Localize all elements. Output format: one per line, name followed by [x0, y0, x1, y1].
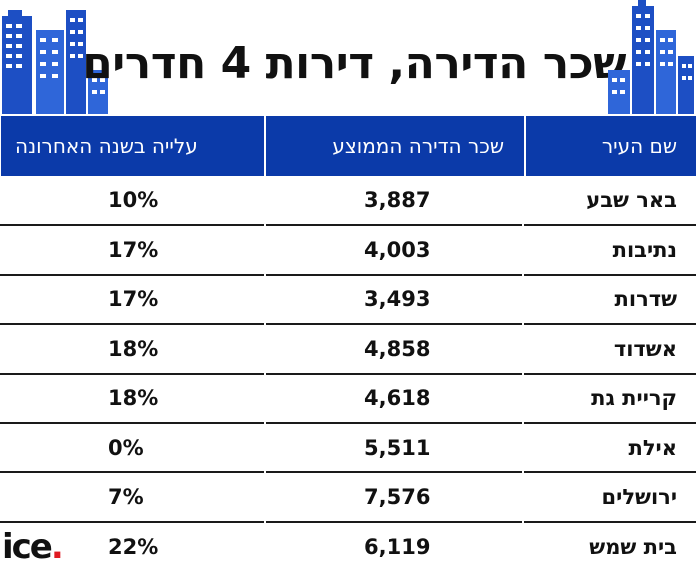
rise-cell: 17%: [0, 274, 265, 326]
table-row: אילת 5,511 0%: [0, 422, 696, 474]
rise-cell: 7%: [0, 472, 265, 523]
table-row: שדרות 3,493 17%: [0, 274, 696, 326]
city-cell: אשדוד: [524, 324, 696, 375]
city-cell: קריית גת: [524, 373, 696, 424]
table-row: אשדוד 4,858 18%: [0, 324, 696, 375]
table-row: קריית גת 4,618 18%: [0, 373, 696, 424]
city-cell: נתיבות: [524, 225, 696, 276]
rent-cell: 4,858: [264, 324, 525, 375]
column-divider: [264, 176, 266, 567]
rent-table: שם העיר שכר הדירה הממוצע עלייה בשנה האחר…: [0, 116, 696, 571]
column-header-rise: עלייה בשנה האחרונה: [1, 116, 265, 176]
rise-cell: 18%: [0, 373, 265, 424]
ice-logo: ice.: [2, 527, 64, 567]
city-skyline-right-illustration: [608, 0, 694, 114]
rent-cell: 4,003: [264, 225, 525, 276]
column-divider: [522, 176, 524, 567]
city-cell: אילת: [524, 422, 696, 474]
rent-cell: 3,493: [264, 274, 525, 326]
rent-cell: 3,887: [264, 176, 525, 227]
rise-cell: 10%: [0, 176, 265, 227]
rise-cell: 18%: [0, 324, 265, 375]
rent-cell: 5,511: [264, 422, 525, 474]
city-cell: שדרות: [524, 274, 696, 326]
table-row: ירושלים 7,576 7%: [0, 472, 696, 523]
logo-text: ice: [2, 527, 53, 567]
header: שכר הדירה, דירות 4 חדרים: [0, 0, 696, 116]
rise-cell: 0%: [0, 422, 265, 474]
city-cell: באר שבע: [524, 176, 696, 227]
column-header-city: שם העיר: [524, 116, 696, 176]
city-cell: ירושלים: [524, 472, 696, 523]
city-skyline-left-illustration: [2, 10, 108, 114]
column-header-rent: שכר הדירה הממוצע: [264, 116, 525, 176]
rise-cell: 22%: [0, 521, 265, 571]
rent-cell: 7,576: [264, 472, 525, 523]
table-row: באר שבע 3,887 10%: [0, 176, 696, 227]
rent-cell: 4,618: [264, 373, 525, 424]
table-row: נתיבות 4,003 17%: [0, 225, 696, 276]
logo-dot: .: [50, 527, 64, 567]
rise-cell: 17%: [0, 225, 265, 276]
table-header-row: שם העיר שכר הדירה הממוצע עלייה בשנה האחר…: [1, 116, 696, 176]
table-row: בית שמש 6,119 22%: [0, 521, 696, 571]
rent-cell: 6,119: [264, 521, 525, 571]
page-title: שכר הדירה, דירות 4 חדרים: [82, 38, 626, 89]
city-cell: בית שמש: [524, 521, 696, 571]
